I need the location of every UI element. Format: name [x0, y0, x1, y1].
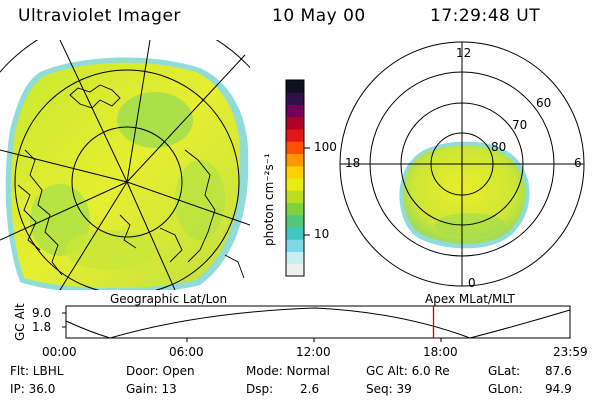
- mlat-label-70: 70: [512, 118, 528, 132]
- colorbar-tick-label-10: 10: [314, 227, 330, 241]
- glat-value: 87.6: [545, 364, 572, 378]
- colorbar-swatch: [286, 116, 304, 130]
- polar-plot: [339, 41, 585, 287]
- altitude-ytick-9: 9.0: [32, 306, 52, 320]
- door-info: Door: Open: [126, 364, 195, 378]
- time-tick-0600: 06:00: [169, 345, 204, 359]
- time-tick-1200: 12:00: [296, 345, 331, 359]
- colorbar-swatch: [286, 80, 304, 93]
- colorbar-swatch: [286, 190, 304, 203]
- colorbar-frame: [285, 79, 305, 277]
- glat-label: GLat:: [488, 364, 521, 378]
- colorbar-swatch: [286, 104, 304, 118]
- time-tick-1800: 18:00: [423, 345, 458, 359]
- filter-info: Flt: LBHL: [10, 364, 64, 378]
- geographic-map: [0, 40, 250, 290]
- colorbar-swatch: [286, 165, 304, 179]
- time-tick-0000: 00:00: [42, 345, 77, 359]
- colorbar-swatch: [286, 214, 304, 228]
- colorbar-swatch: [286, 227, 304, 240]
- apex-caption: Apex MLat/MLT: [425, 292, 515, 306]
- dsp-label: Dsp:: [246, 382, 274, 396]
- gain-info: Gain: 13: [126, 382, 177, 396]
- altitude-ylabel: GC Alt: [13, 303, 27, 341]
- mlat-label-60: 60: [536, 96, 552, 110]
- glon-value: 94.9: [545, 382, 572, 396]
- time-label: 17:29:48 UT: [430, 6, 541, 26]
- colorbar-swatch: [286, 129, 304, 142]
- mlt-label-12: 12: [456, 46, 472, 60]
- colorbar-swatch: [286, 153, 304, 167]
- geographic-caption: Geographic Lat/Lon: [110, 292, 228, 306]
- glon-label: GLon:: [488, 382, 523, 396]
- altitude-ytick-1-8: 1.8: [32, 320, 52, 334]
- colorbar: [286, 80, 304, 277]
- colorbar-tick-label-100: 100: [314, 140, 337, 154]
- mlt-label-18: 18: [345, 156, 361, 170]
- colorbar-swatch: [286, 263, 304, 277]
- time-tick-2359: 23:59: [553, 345, 588, 359]
- instrument-title: Ultraviolet Imager: [18, 6, 181, 26]
- dsp-value: 2.6: [300, 382, 320, 396]
- mlt-label-0: 0: [468, 276, 476, 290]
- colorbar-swatch: [286, 141, 304, 154]
- date-label: 10 May 00: [272, 6, 366, 26]
- mode-info: Mode: Normal: [246, 364, 330, 378]
- mlat-label-80: 80: [491, 140, 507, 154]
- seq-info: Seq: 39: [366, 382, 412, 396]
- mlt-label-6: 6: [574, 156, 582, 170]
- ip-info: IP: 36.0: [10, 382, 56, 396]
- colorbar-swatch: [286, 251, 304, 265]
- colorbar-swatch: [286, 92, 304, 105]
- colorbar-swatch: [286, 202, 304, 216]
- colorbar-swatch: [286, 239, 304, 252]
- colorbar-unit-label: photon cm⁻²s⁻¹: [262, 153, 276, 246]
- altitude-plot: [62, 305, 571, 342]
- gc-alt-info: GC Alt: 6.0 Re: [366, 364, 450, 378]
- colorbar-swatch: [286, 178, 304, 191]
